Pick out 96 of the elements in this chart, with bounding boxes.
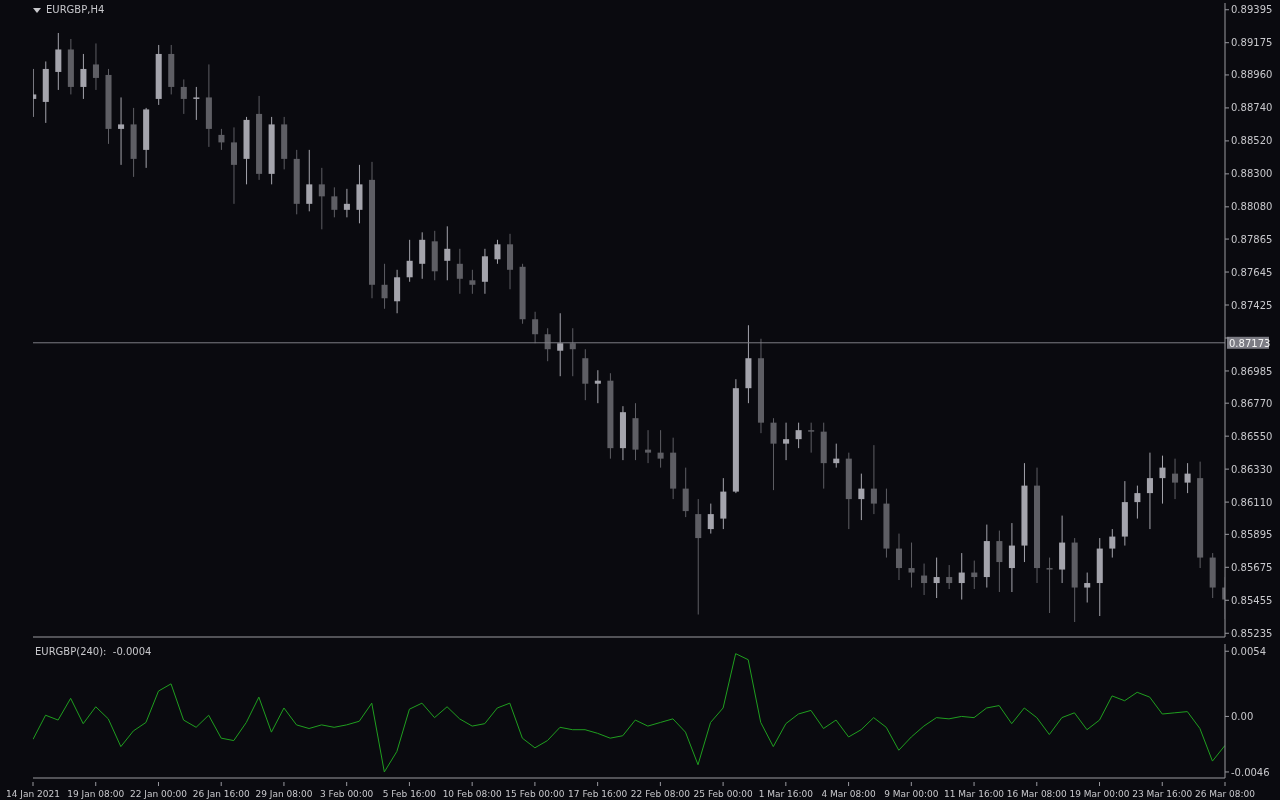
candlestick xyxy=(456,248,463,295)
candlestick xyxy=(569,327,576,377)
x-tick-label: 26 Jan 16:00 xyxy=(192,789,250,799)
candlestick xyxy=(1172,458,1179,500)
candlestick xyxy=(1008,522,1015,593)
y-tick-label: 0.88080 xyxy=(1231,201,1273,213)
candlestick xyxy=(444,225,451,281)
x-tick-label: 22 Feb 08:00 xyxy=(630,789,691,799)
y-tick-label: 0.88300 xyxy=(1231,168,1273,180)
candlestick xyxy=(908,542,915,589)
candlestick xyxy=(118,96,125,166)
y-tick-label: 0.85455 xyxy=(1231,594,1273,606)
x-tick-label: 29 Jan 08:00 xyxy=(255,789,313,799)
x-tick-label: 19 Mar 00:00 xyxy=(1069,789,1130,799)
x-tick-label: 16 Mar 08:00 xyxy=(1006,789,1068,799)
candlestick xyxy=(193,86,200,121)
y-tick-label: 0.89395 xyxy=(1231,4,1273,16)
candlestick xyxy=(406,239,413,283)
candlestick xyxy=(958,552,965,601)
y-tick-label: 0.87425 xyxy=(1231,299,1273,311)
candlestick xyxy=(180,78,187,115)
candlestick xyxy=(946,564,953,590)
y-tick-label: 0.87865 xyxy=(1231,233,1273,245)
candlestick xyxy=(55,32,62,91)
candlestick xyxy=(1109,528,1116,559)
x-tick-label: 26 Mar 08:00 xyxy=(1194,789,1256,799)
x-tick-label: 15 Feb 00:00 xyxy=(505,789,565,799)
y-tick-label: 0.87645 xyxy=(1231,266,1273,278)
x-tick-label: 14 Jan 2021 xyxy=(6,789,60,799)
y-tick-label: 0.86330 xyxy=(1231,463,1273,475)
candlestick xyxy=(921,563,928,596)
candlestick xyxy=(92,42,99,91)
x-tick-label: 11 Mar 16:00 xyxy=(944,789,1005,799)
candlestick xyxy=(394,269,401,314)
candlestick xyxy=(858,473,865,521)
candlestick xyxy=(230,126,238,205)
candlestick xyxy=(80,53,87,100)
candlestick xyxy=(532,311,539,344)
candlestick xyxy=(218,128,225,151)
x-tick-label: 5 Feb 16:00 xyxy=(382,789,437,799)
candlestick xyxy=(783,422,790,461)
candlestick xyxy=(306,149,313,212)
candlestick xyxy=(1084,572,1091,604)
candlestick xyxy=(1146,452,1153,530)
chart-title: EURGBP,H4 xyxy=(46,4,105,15)
candlestick xyxy=(544,327,551,362)
candlestick xyxy=(419,231,426,280)
candlestick xyxy=(657,429,664,469)
chart-title: EURGBP(240): -0.0004 xyxy=(35,646,152,657)
y-tick-label: -0.0046 xyxy=(1231,766,1270,778)
candlestick xyxy=(1159,455,1166,505)
y-tick-label: 0.88740 xyxy=(1231,102,1273,114)
candlestick xyxy=(808,422,815,454)
candlestick xyxy=(695,498,702,616)
y-tick-label: 0.0054 xyxy=(1231,645,1266,657)
candlestick xyxy=(795,422,802,449)
candlestick xyxy=(557,312,564,377)
x-tick-label: 3 Feb 00:00 xyxy=(320,789,374,799)
candlestick xyxy=(494,239,501,265)
x-tick-label: 4 Mar 08:00 xyxy=(821,789,877,799)
x-tick-label: 19 Jan 08:00 xyxy=(67,789,125,799)
x-tick-label: 25 Feb 00:00 xyxy=(693,789,753,799)
candlestick xyxy=(645,429,652,464)
candlestick xyxy=(682,467,689,518)
x-tick-label: 22 Jan 00:00 xyxy=(129,789,188,799)
x-tick-label: 1 Mar 16:00 xyxy=(758,789,814,799)
candlestick xyxy=(933,557,940,599)
y-tick-label: 0.85235 xyxy=(1231,627,1273,639)
candlestick xyxy=(870,444,877,515)
candlestick xyxy=(996,530,1003,593)
y-tick-label: 0.88960 xyxy=(1231,69,1273,81)
candlestick xyxy=(318,167,325,230)
y-tick-label: 0.89175 xyxy=(1231,37,1273,49)
y-tick-label: 0.85895 xyxy=(1231,528,1273,540)
candlestick xyxy=(770,417,777,491)
y-tick-label: 0.86550 xyxy=(1231,430,1273,442)
y-tick-label: 0.86110 xyxy=(1231,496,1273,508)
x-tick-label: 10 Feb 08:00 xyxy=(442,789,502,799)
x-tick-label: 9 Mar 00:00 xyxy=(884,789,939,799)
candlestick xyxy=(1184,462,1191,494)
candlestick xyxy=(381,263,388,310)
candlestick xyxy=(707,503,714,535)
candlestick xyxy=(1046,557,1053,614)
candlestick xyxy=(343,188,350,218)
x-tick-label: 17 Feb 16:00 xyxy=(568,789,628,799)
y-tick-label: 0.86985 xyxy=(1231,365,1273,377)
y-tick-label: 0.88520 xyxy=(1231,135,1273,147)
candlestick xyxy=(331,186,338,218)
x-tick-label: 23 Mar 16:00 xyxy=(1132,789,1193,799)
y-tick-label: 0.85675 xyxy=(1231,561,1273,573)
candlestick xyxy=(895,533,903,581)
y-tick-label: 0.86770 xyxy=(1231,397,1273,409)
y-tick-label: 0.00 xyxy=(1231,710,1254,722)
candlestick xyxy=(1134,485,1141,520)
candlestick xyxy=(594,369,601,404)
candlestick xyxy=(469,269,476,295)
